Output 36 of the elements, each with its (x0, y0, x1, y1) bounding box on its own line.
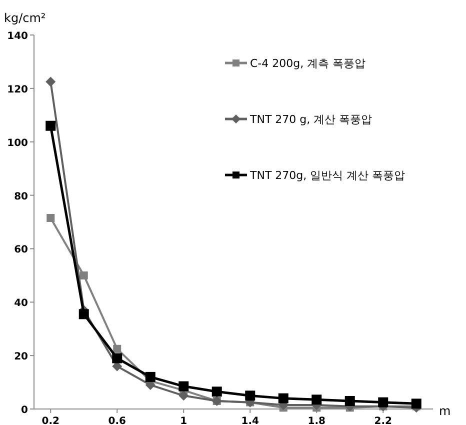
y-tick-label: 140 (7, 31, 28, 42)
point (411, 398, 422, 409)
point (344, 396, 355, 406)
y-tick-label: 60 (14, 244, 28, 256)
point (212, 386, 222, 397)
point (46, 76, 56, 87)
y-axis-title: kg/cm² (4, 11, 46, 25)
legend-label: TNT 270g, 일반식 계산 폭풍압 (249, 169, 406, 182)
y-tick-label: 20 (14, 352, 28, 363)
x-tick-label: 1.8 (308, 416, 326, 425)
y-tick-label: 80 (14, 191, 28, 202)
point (80, 271, 88, 280)
x-tick-label: 0.2 (42, 416, 60, 425)
x-tick-label: 1.4 (241, 416, 260, 425)
x-tick-label: 2.2 (374, 416, 392, 425)
point (312, 394, 322, 405)
point (378, 397, 388, 408)
point (278, 393, 288, 404)
y-tick-label: 0 (21, 405, 28, 416)
legend-label: TNT 270 g, 계산 폭풍압 (249, 113, 372, 126)
point (145, 372, 156, 382)
point (178, 390, 189, 401)
legend-label: C-4 200g, 계측 폭풍압 (250, 57, 366, 70)
point (113, 344, 122, 353)
point (178, 381, 189, 392)
y-tick-label: 100 (7, 138, 28, 149)
point (78, 309, 89, 320)
x-tick-label: 0.6 (108, 416, 126, 425)
x-axis-title: m (439, 404, 451, 418)
y-tick-label: 120 (7, 84, 28, 96)
y-tick-label: 40 (14, 298, 28, 310)
point (245, 390, 256, 401)
point (46, 120, 56, 131)
point (46, 214, 55, 222)
x-tick-label: 1 (180, 416, 188, 425)
point (112, 353, 122, 364)
